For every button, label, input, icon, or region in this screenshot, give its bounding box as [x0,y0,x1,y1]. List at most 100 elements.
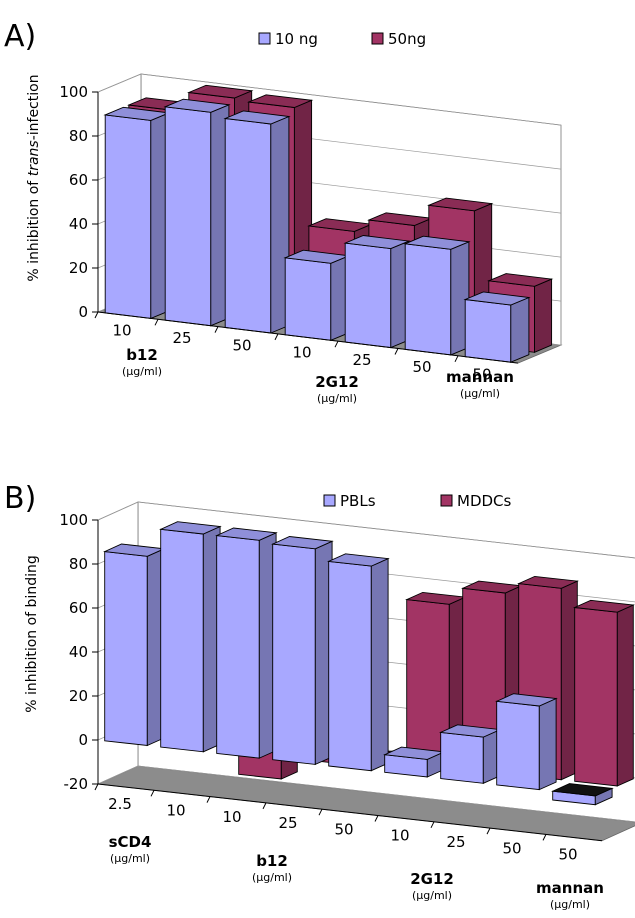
x-tick-label: 25 [352,351,371,369]
bar-top [495,693,558,707]
x-tick-label: 10 [222,808,241,826]
group-label-b12: b12 [126,346,158,364]
legend: PBLs MDDCs [323,492,512,510]
group-unit-2g12: (µg/ml) [412,889,452,902]
group-unit-scd4: (µg/ml) [110,852,150,865]
x-tick-label: 10 [112,322,131,340]
legend-swatch-series1 [258,32,271,45]
y-axis-title: % inhibition of binding [24,555,40,712]
x-tick-label: 2.5 [108,795,132,813]
bar-front [284,257,332,341]
bar-front [328,560,372,772]
bar-top [247,94,314,108]
legend-label-series1: 10 ng [275,30,318,48]
y-axis-title: % inhibition of trans-infection [26,74,42,281]
x-tick-mark [430,821,435,829]
group-unit-mannan: (µg/ml) [550,898,590,911]
group-labels: b12 (µg/ml) 2G12 (µg/ml) mannan (µg/ml) [122,346,514,405]
x-tick-mark [206,796,211,803]
bar-top [271,536,334,550]
group-unit-b12: (µg/ml) [122,365,162,378]
y-tick-label: 100 [59,511,88,529]
bar-series1 [327,553,390,772]
bar-top [163,98,231,113]
y-axis-ticks: 0 20 40 60 80 100 [59,83,99,321]
bar-series2 [573,599,635,787]
bars [103,521,635,806]
bar-series1 [103,106,171,320]
x-tick-mark [94,783,99,791]
bar-top [159,521,222,535]
group-unit-b12: (µg/ml) [252,871,292,884]
bar-front [574,606,618,787]
x-tick-label: 10 [166,801,185,819]
gridline [97,501,635,559]
x-axis-ticks: 2.5 10 10 25 50 10 25 50 50 [94,783,603,864]
bar-front [160,528,204,753]
legend-label-series2: 50ng [388,30,426,48]
x-tick-mark [274,333,279,341]
bar-series1 [163,98,231,327]
bar-series1 [283,249,351,341]
bar-series1 [223,110,291,334]
bar-side [616,604,634,787]
bar-top [187,84,254,99]
x-tick-mark [94,311,99,319]
y-tick-label: 40 [69,643,88,661]
panel-letter: A) [4,19,36,54]
bar-front [224,117,272,334]
bar-series1 [383,746,446,778]
bar-side [538,697,557,791]
bar-series1 [343,235,411,349]
y-tick-label: 80 [69,555,88,573]
legend-swatch-series1 [323,494,336,507]
x-tick-label: 25 [172,329,191,347]
y-tick-label: 0 [78,731,88,749]
x-axis-ticks: 10 25 50 10 25 50 50 [94,311,519,383]
bar-series1 [439,724,502,784]
bar-side [370,557,389,772]
group-label-scd4: sCD4 [109,833,152,851]
x-tick-mark [150,790,155,797]
x-tick-label: 50 [472,365,491,383]
bar-front [216,535,260,759]
bar-top [223,110,291,125]
x-tick-label: 50 [502,839,521,857]
gridline [97,765,635,823]
y-tick-label: 100 [59,83,88,101]
x-tick-label: 25 [278,814,297,832]
bar-front [104,114,152,319]
x-tick-mark [542,834,547,841]
bar-front [496,700,540,791]
gridline [97,73,562,126]
bar-series1 [463,291,531,363]
group-label-2g12: 2G12 [315,373,359,391]
bars [103,84,554,363]
x-tick-mark [454,355,459,363]
y-tick-label: 60 [69,599,88,617]
y-tick-label: -20 [64,775,89,793]
y-tick-label: 20 [69,687,88,705]
x-tick-label: 10 [390,827,409,845]
y-tick-label: 20 [69,259,88,277]
x-tick-mark [318,808,323,816]
bar-series1 [271,536,334,766]
panel-a: 0 20 40 60 80 100 10 25 50 10 25 50 50 A) 10 ng 50n… [4,19,563,405]
bar-top [427,197,494,212]
legend-swatch-series2 [440,494,453,507]
bar-top [327,553,390,567]
x-tick-label: 50 [412,358,431,376]
bar-top [463,291,531,306]
bar-side [534,278,553,353]
x-tick-label: 50 [334,820,353,838]
y-tick-label: 40 [69,215,88,233]
bar-front [404,243,452,356]
bar-series1 [103,543,166,747]
group-label-2g12: 2G12 [410,870,454,888]
legend-swatch-series2 [371,32,384,45]
group-label-b12: b12 [256,852,288,870]
group-unit-2g12: (µg/ml) [317,392,357,405]
bar-side [510,296,530,363]
x-tick-label: 25 [446,833,465,851]
